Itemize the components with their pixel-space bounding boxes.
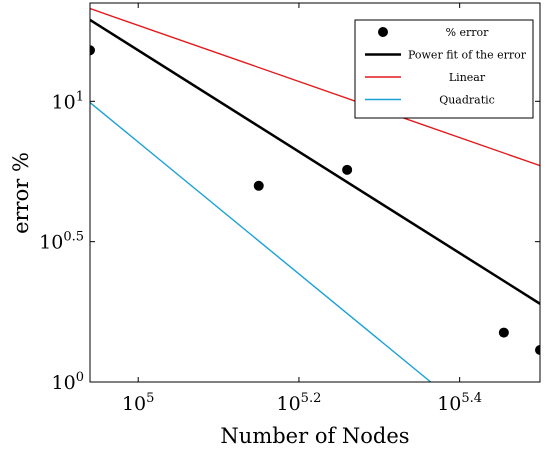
series-line-quadratic [90, 101, 432, 382]
x-tick-label-3: 105.4 [437, 391, 482, 415]
legend-label-linear: Linear [449, 71, 486, 84]
legend-label-quadratic: Quadratic [439, 94, 495, 107]
legend: % error Power fit of the error Linear Quadr… [354, 19, 534, 119]
plot-frame [89, 2, 541, 383]
legend-swatch-error [378, 27, 388, 37]
data-point-5 [535, 345, 540, 356]
y-tick-label-3: 101 [52, 89, 84, 113]
series-line-linear [90, 7, 540, 167]
data-point-2 [253, 180, 264, 191]
data-point-1 [90, 45, 95, 56]
x-tick-label-1: 105 [122, 391, 154, 415]
series-line-power-fit-of-the-error [90, 18, 540, 305]
legend-label-error: % error [446, 26, 490, 39]
y-axis-label: error % [9, 152, 33, 234]
y-tick-label-1: 100 [52, 370, 84, 394]
x-tick-label-2: 105.2 [276, 391, 321, 415]
y-tick-label-2: 100.5 [39, 230, 84, 254]
data-point-3 [342, 164, 353, 175]
data-point-4 [498, 327, 509, 338]
x-axis-label: Number of Nodes [220, 424, 409, 448]
legend-label-power-fit-of-the-error: Power fit of the error [408, 49, 527, 62]
